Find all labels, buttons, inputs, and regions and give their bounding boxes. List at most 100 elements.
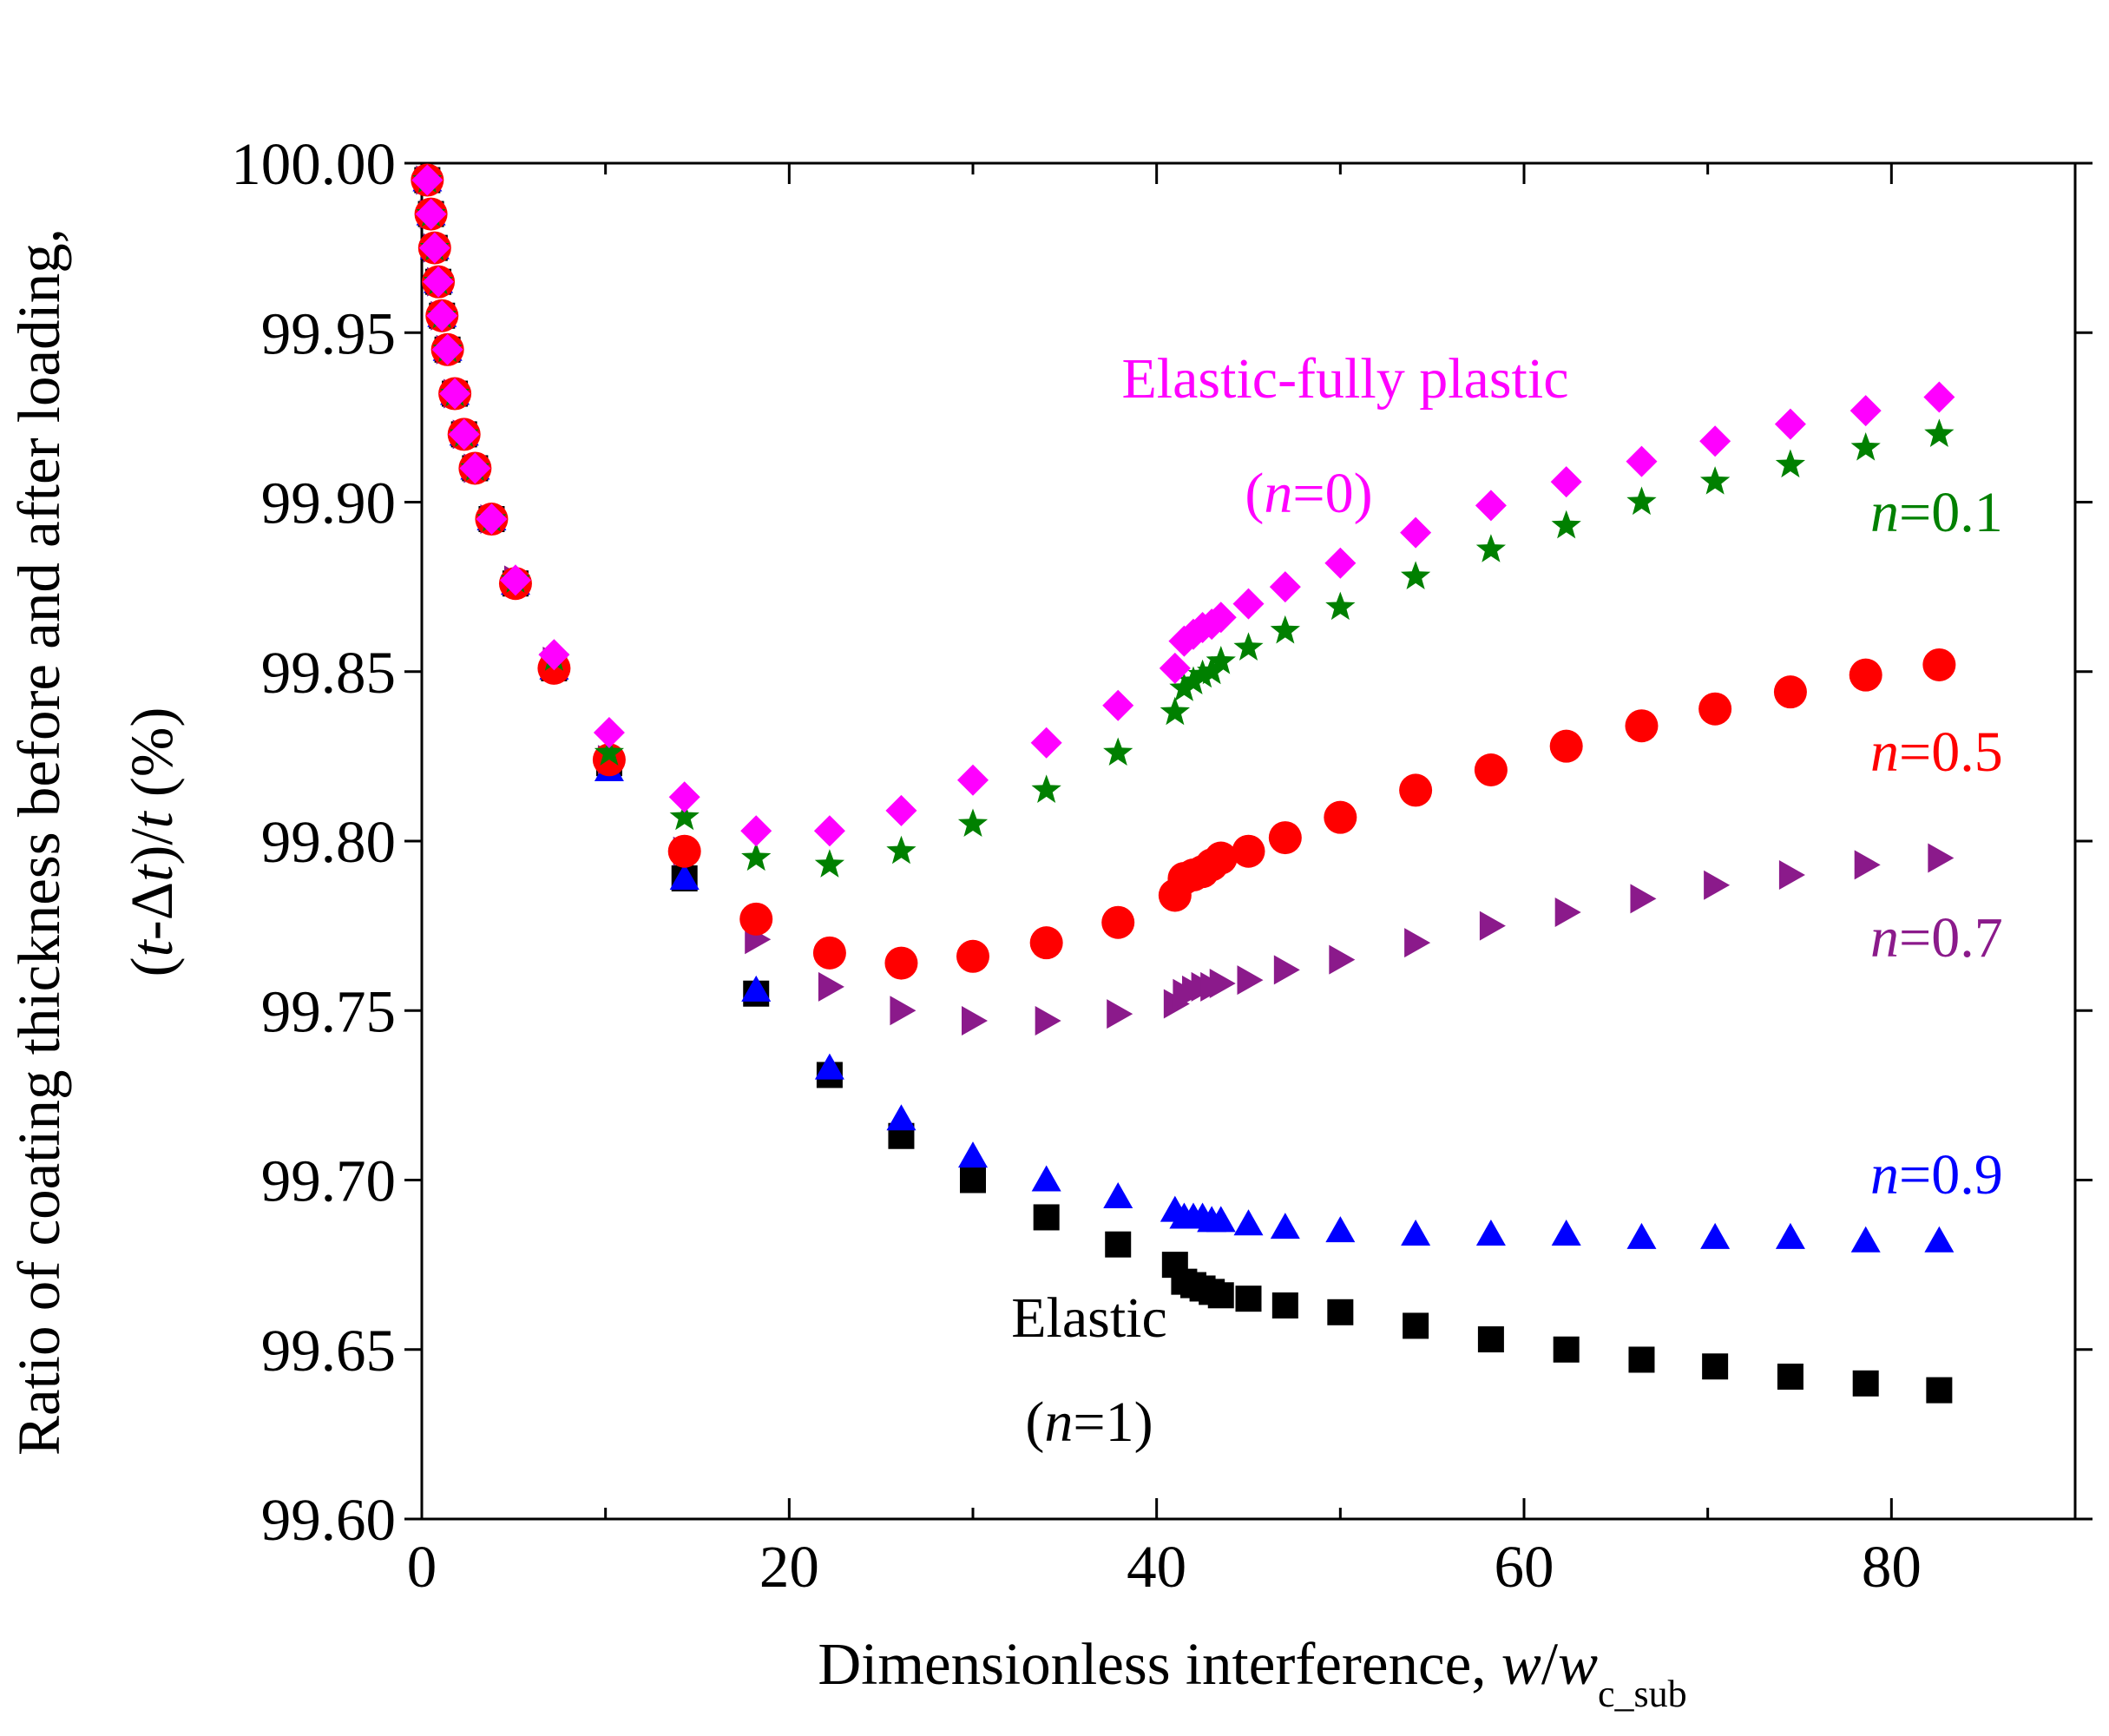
point-n05: [1474, 753, 1508, 786]
point-n01: [1270, 615, 1300, 644]
point-n09: [1700, 1222, 1731, 1249]
point-n0: [740, 815, 772, 847]
point-n05: [1698, 692, 1732, 726]
point-n01: [1475, 534, 1506, 562]
point-n01: [594, 737, 624, 766]
data-points: [411, 163, 1956, 1404]
point-n0: [499, 564, 531, 596]
point-n09: [1206, 1206, 1236, 1233]
point-n05: [1849, 658, 1882, 692]
point-n05: [739, 902, 773, 936]
point-n1: [1553, 1336, 1580, 1363]
annotation-n07: n=0.7: [1870, 906, 2003, 970]
point-n1: [1235, 1286, 1262, 1312]
point-n07: [1237, 965, 1264, 996]
axis-ticks: [404, 161, 2093, 1521]
point-n09: [958, 1141, 988, 1168]
point-n07: [1554, 898, 1581, 928]
point-n05: [667, 834, 701, 868]
point-n1: [1033, 1204, 1060, 1231]
point-n0: [1400, 516, 1432, 549]
point-n09: [814, 1053, 844, 1080]
point-n09: [1775, 1222, 1805, 1249]
point-n01: [1626, 486, 1657, 516]
point-n01: [957, 808, 989, 837]
point-n0: [448, 418, 480, 450]
point-n07: [1329, 944, 1356, 975]
point-n09: [1103, 1182, 1133, 1209]
point-n01: [1206, 646, 1236, 674]
point-n01: [814, 849, 844, 878]
point-n07: [890, 996, 917, 1026]
point-n0: [1923, 381, 1955, 413]
point-n01: [1160, 696, 1190, 726]
point-n07: [1778, 860, 1805, 891]
point-n05: [1324, 800, 1357, 834]
point-n1: [1702, 1353, 1729, 1380]
point-n01: [1178, 666, 1209, 694]
annotation-n05: n=0.5: [1870, 720, 2003, 784]
point-n05: [812, 936, 846, 970]
point-n0: [411, 164, 443, 196]
annotation-elastic-n: (n=1): [1025, 1391, 1153, 1454]
point-n1: [1777, 1363, 1803, 1390]
point-n0: [957, 764, 989, 796]
x-tick-label: 20: [759, 1534, 819, 1600]
point-n01: [741, 842, 772, 871]
point-n0: [593, 717, 625, 749]
point-n07: [1404, 928, 1431, 958]
point-n0: [1550, 466, 1582, 498]
point-n0: [1102, 689, 1134, 721]
point-n09: [1551, 1219, 1581, 1246]
point-n07: [1479, 911, 1506, 941]
point-n09: [1270, 1213, 1300, 1240]
point-n09: [1031, 1165, 1061, 1192]
point-n09: [1475, 1219, 1506, 1246]
point-n07: [1630, 884, 1657, 914]
point-n01: [1775, 449, 1805, 478]
point-n1: [1852, 1370, 1879, 1397]
annotation-elastic-fully-plastic: Elastic-fully plastic: [1121, 347, 1568, 411]
annotation-n09: n=0.9: [1870, 1143, 2003, 1207]
y-tick-label: 99.95: [261, 300, 396, 366]
point-n05: [1773, 675, 1807, 709]
point-n09: [1233, 1209, 1264, 1236]
x-tick-label: 80: [1862, 1534, 1922, 1600]
point-n0: [418, 232, 450, 264]
point-n01: [1401, 561, 1431, 589]
point-n0: [1324, 547, 1357, 579]
series-n05: [411, 163, 1956, 980]
point-n0: [1849, 395, 1882, 427]
point-n09: [1924, 1226, 1955, 1253]
point-n0: [439, 378, 471, 410]
point-n05: [1625, 709, 1659, 743]
point-n1: [1477, 1326, 1504, 1353]
point-n05: [1204, 841, 1238, 875]
point-n05: [1101, 905, 1135, 939]
point-n1: [1207, 1282, 1234, 1309]
point-n05: [1922, 648, 1956, 681]
point-n09: [886, 1104, 917, 1131]
point-n0: [423, 266, 455, 298]
y-tick-label: 99.80: [261, 809, 396, 875]
point-n0: [476, 503, 508, 536]
point-n01: [1700, 466, 1731, 495]
point-n01: [1187, 659, 1218, 688]
x-tick-label: 0: [407, 1534, 437, 1600]
point-n1: [1403, 1312, 1429, 1339]
point-n1: [1628, 1346, 1655, 1373]
point-n0: [1232, 588, 1265, 620]
series-n01: [412, 164, 1955, 878]
y-tick-label: 99.85: [261, 640, 396, 706]
annotation-n01: n=0.1: [1870, 481, 2003, 544]
point-n0: [668, 781, 700, 813]
point-n07: [1035, 1005, 1061, 1036]
point-n05: [956, 939, 989, 973]
annotation-elastic: Elastic: [1011, 1286, 1167, 1350]
point-n01: [1551, 510, 1581, 539]
point-n01: [1325, 591, 1356, 621]
point-n05: [1232, 834, 1265, 868]
point-n05: [1268, 821, 1302, 855]
point-n1: [960, 1167, 986, 1194]
